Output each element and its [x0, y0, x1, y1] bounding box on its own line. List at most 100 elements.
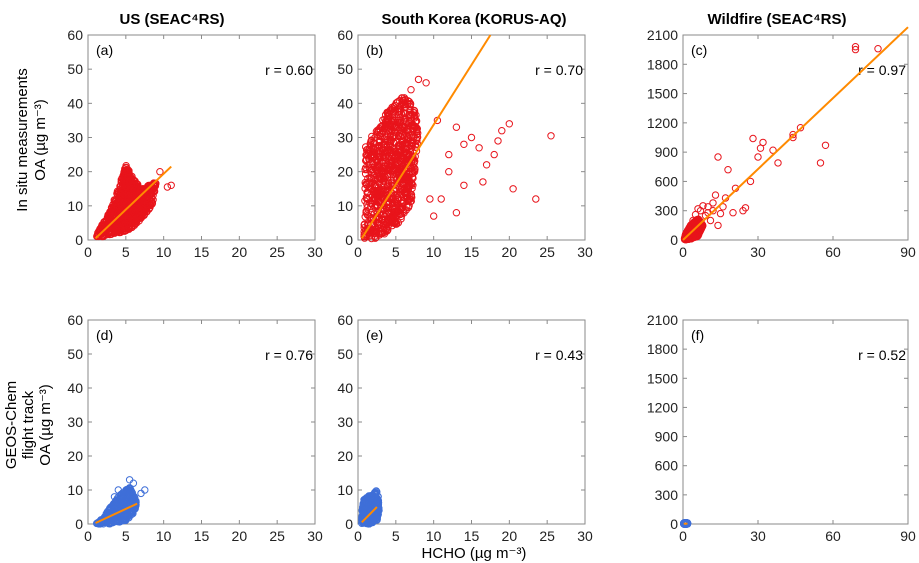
- data-point: [398, 94, 406, 102]
- data-point: [360, 515, 368, 524]
- data-point: [114, 486, 123, 494]
- data-point: [148, 194, 156, 202]
- data-point: [395, 142, 403, 150]
- x-tick-label: 15: [464, 528, 480, 544]
- y-tick-label: 60: [67, 312, 83, 328]
- data-point: [821, 141, 830, 150]
- panel-label: (a): [96, 42, 113, 58]
- plot-area: [682, 34, 909, 241]
- data-point: [372, 233, 380, 242]
- y-tick-label: 300: [655, 487, 679, 503]
- panel-label: (b): [366, 42, 383, 58]
- data-point: [376, 130, 384, 139]
- data-point: [125, 167, 133, 176]
- data-point: [375, 170, 384, 178]
- data-point: [411, 122, 419, 131]
- data-point: [695, 229, 703, 237]
- data-point: [126, 491, 135, 499]
- r-value: r = 0.60: [265, 62, 313, 78]
- data-point: [714, 153, 722, 161]
- data-point: [167, 181, 175, 190]
- x-tick-label: 5: [122, 528, 130, 544]
- data-point: [393, 220, 401, 228]
- y-tick-label: 40: [67, 95, 83, 111]
- data-point: [163, 183, 172, 191]
- x-tick-label: 20: [232, 528, 248, 544]
- x-tick-label: 30: [307, 528, 323, 544]
- data-point: [113, 203, 121, 211]
- data-point: [490, 150, 498, 159]
- data-point: [376, 190, 384, 198]
- data-point: [774, 159, 782, 167]
- y-tick-label: 10: [337, 198, 353, 214]
- row-label-model-line3: OA (µg m⁻³): [37, 384, 54, 466]
- data-point: [143, 200, 151, 209]
- plot-area: [682, 319, 909, 525]
- data-point: [709, 207, 717, 215]
- data-point: [479, 178, 487, 186]
- x-tick-label: 5: [392, 528, 400, 544]
- data-point: [789, 133, 797, 142]
- x-tick-label: 0: [354, 528, 362, 544]
- data-point: [408, 184, 416, 193]
- data-point: [364, 174, 372, 183]
- data-point: [410, 114, 419, 122]
- data-point: [396, 125, 404, 133]
- x-tick-label: 0: [679, 244, 687, 260]
- y-tick-label: 20: [337, 448, 353, 464]
- data-point: [365, 178, 374, 186]
- x-tick-label: 25: [269, 244, 285, 260]
- data-point: [746, 177, 755, 186]
- data-point: [754, 153, 762, 161]
- y-tick-label: 900: [655, 144, 679, 160]
- data-point: [401, 103, 409, 112]
- row-label-model-line1: GEOS-Chem: [3, 381, 20, 469]
- y-tick-label: 600: [655, 458, 679, 474]
- data-point: [437, 195, 445, 203]
- data-point: [505, 120, 513, 128]
- y-tick-label: 0: [345, 232, 353, 248]
- data-point: [362, 507, 371, 515]
- data-point: [686, 234, 694, 243]
- data-point: [121, 166, 129, 175]
- data-point: [851, 43, 860, 51]
- y-tick-label: 60: [67, 27, 83, 43]
- data-point: [384, 112, 392, 121]
- data-point: [362, 207, 371, 216]
- data-point: [379, 210, 387, 218]
- data-point: [460, 140, 468, 149]
- data-point: [105, 209, 114, 218]
- data-point: [364, 179, 372, 188]
- regression-line: [682, 26, 909, 241]
- data-point: [132, 202, 140, 211]
- data-point: [361, 165, 369, 174]
- data-point: [395, 123, 403, 132]
- x-tick-label: 0: [84, 244, 92, 260]
- y-tick-label: 50: [67, 61, 83, 77]
- data-point: [498, 127, 506, 135]
- x-tick-label: 30: [750, 244, 766, 260]
- data-point: [389, 195, 397, 203]
- y-tick-label: 30: [67, 130, 83, 146]
- data-point: [95, 232, 103, 241]
- data-point: [369, 139, 378, 148]
- data-point: [115, 205, 123, 213]
- data-point: [386, 133, 394, 141]
- y-tick-label: 0: [345, 516, 353, 532]
- panel-b: 0 5 10 15 20 25 30 0 10 20 30 40 50 60 (b) r = 0.70: [337, 27, 593, 260]
- data-point: [532, 195, 540, 203]
- data-point: [384, 161, 392, 169]
- row-label-insitu-line2: OA (µg m⁻³): [32, 99, 49, 181]
- y-tick-label: 20: [67, 448, 83, 464]
- data-point: [405, 129, 413, 137]
- data-point: [106, 519, 114, 527]
- y-tick-label: 60: [337, 312, 353, 328]
- data-point: [719, 203, 727, 211]
- data-point: [796, 124, 805, 132]
- data-point: [391, 151, 400, 160]
- y-tick-label: 50: [337, 346, 353, 362]
- data-point: [410, 164, 419, 172]
- data-point: [124, 210, 132, 218]
- row-label-model-line2: flight track: [20, 390, 37, 459]
